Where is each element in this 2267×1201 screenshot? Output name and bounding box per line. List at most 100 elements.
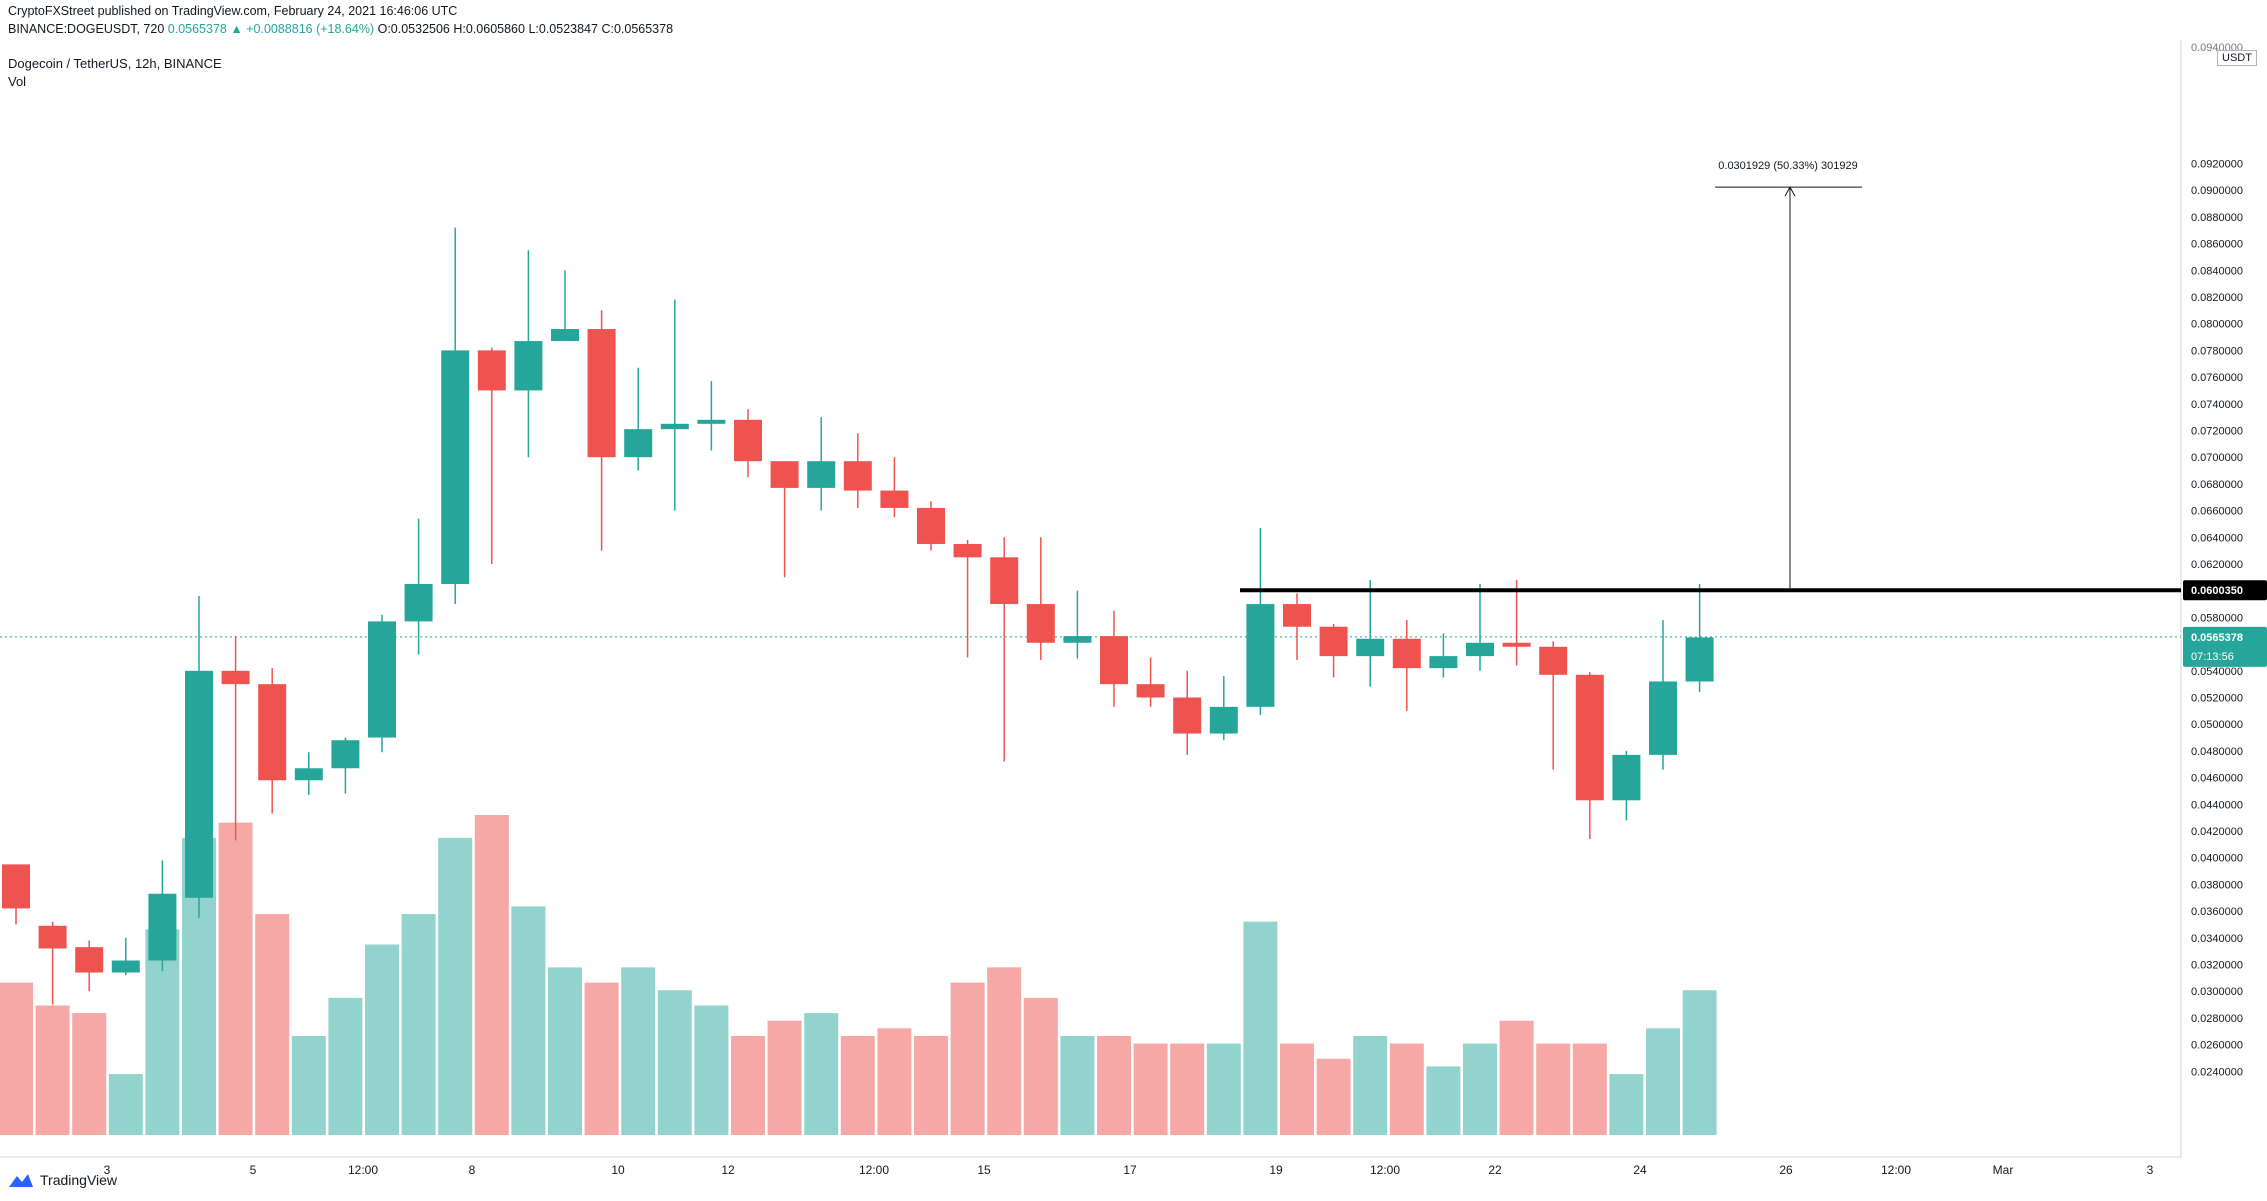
candle-body (843, 461, 872, 491)
candle-body (1685, 637, 1714, 682)
candle-body (1319, 626, 1348, 657)
price-tick-label: 0.0340000 (2191, 933, 2243, 945)
candle-body (477, 350, 506, 391)
volume-bar (1133, 1043, 1168, 1135)
close-value: C:0.0565378 (601, 22, 674, 36)
candle-body (1100, 636, 1128, 685)
price-tick-label: 0.0540000 (2191, 666, 2243, 678)
volume-bar (255, 914, 290, 1135)
volume-bar (474, 815, 509, 1135)
price-tick-label: 0.0760000 (2191, 372, 2243, 384)
price-tick-label: 0.0860000 (2191, 239, 2243, 251)
measure-label: 0.0301929 (50.33%) 301929 (1718, 160, 1857, 172)
volume-bar (72, 1013, 107, 1135)
candle-body (514, 341, 543, 391)
volume-bar (1609, 1074, 1644, 1135)
candle-body (1429, 656, 1458, 669)
candle-body (38, 925, 67, 949)
time-tick-label: 26 (1779, 1163, 1793, 1177)
time-tick-label: 12:00 (1881, 1163, 1911, 1177)
price-tick-label: 0.0820000 (2191, 292, 2243, 304)
volume-bar (1389, 1043, 1424, 1135)
price-tick-label: 0.0260000 (2191, 1040, 2243, 1052)
time-tick-label: 22 (1488, 1163, 1502, 1177)
volume-bar (1682, 990, 1717, 1135)
candle-body (1502, 642, 1531, 647)
resistance-price-label: 0.0600350 (2191, 585, 2243, 597)
candle-body (1026, 604, 1055, 643)
candle-body (148, 893, 177, 961)
price-tick-label: 0.0620000 (2191, 559, 2243, 571)
volume-bar (108, 1074, 143, 1135)
candle-body (880, 490, 909, 508)
volume-bar (914, 1035, 948, 1135)
volume-bar (0, 982, 33, 1135)
candle-body (1356, 638, 1385, 657)
price-tick-label: 0.0300000 (2191, 986, 2243, 998)
candle-body (1466, 642, 1494, 657)
volume-bar (840, 1035, 875, 1135)
price-tick-label: 0.0900000 (2191, 185, 2243, 197)
candle-body (660, 423, 689, 430)
volume-indicator-label[interactable]: Vol (8, 74, 27, 89)
volume-bar (1060, 1035, 1095, 1135)
time-tick-label: 8 (469, 1163, 476, 1177)
price-tick-label: 0.0740000 (2191, 399, 2243, 411)
price-tick-label: 0.0480000 (2191, 746, 2243, 758)
candle-body (990, 557, 1019, 605)
candle-body (917, 507, 945, 544)
price-tick-label: 0.0680000 (2191, 479, 2243, 491)
candle-body (734, 419, 762, 462)
time-tick-label: 19 (1269, 1163, 1283, 1177)
price-tick-label: 0.0360000 (2191, 906, 2243, 918)
candle-body (1612, 754, 1641, 801)
time-tick-label: 12 (721, 1163, 735, 1177)
tradingview-brand: TradingView (40, 1172, 118, 1188)
volume-bar (1572, 1043, 1607, 1135)
last-price: 0.0565378 (167, 22, 227, 36)
tradingview-logo[interactable]: TradingView (8, 1172, 117, 1188)
candle-body (1649, 681, 1677, 755)
instrument-title[interactable]: Dogecoin / TetherUS, 12h, BINANCE (8, 56, 222, 71)
volume-bar (987, 967, 1022, 1135)
candle-body (331, 740, 360, 769)
candle-body (1136, 684, 1165, 698)
candle-body (624, 429, 653, 458)
currency-badge[interactable]: USDT (2217, 50, 2257, 66)
time-tick-label: 15 (977, 1163, 991, 1177)
volume-bar (1316, 1058, 1351, 1135)
volume-bar (438, 837, 473, 1135)
price-tick-label: 0.0460000 (2191, 773, 2243, 785)
price-tick-label: 0.0520000 (2191, 692, 2243, 704)
volume-bar (548, 967, 582, 1135)
up-arrow-icon: ▲ (230, 22, 243, 36)
volume-bar (1023, 997, 1058, 1135)
price-tick-label: 0.0400000 (2191, 853, 2243, 865)
volume-bar (1097, 1035, 1131, 1135)
candle-body (1209, 706, 1238, 734)
volume-bar (1243, 921, 1278, 1135)
candle-body (294, 768, 323, 781)
candle-body (221, 670, 250, 685)
volume-bar (950, 982, 985, 1135)
volume-bar (877, 1028, 912, 1135)
candle-body (587, 329, 616, 458)
candle-body (75, 947, 104, 973)
candle-body (953, 543, 982, 558)
price-countdown-label: 07:13:56 (2191, 651, 2234, 663)
tradingview-logo-icon (9, 1174, 33, 1187)
time-tick-label: Mar (1993, 1163, 2014, 1177)
volume-bar (1536, 1043, 1571, 1135)
symbol: BINANCE:DOGEUSDT, 720 (8, 22, 165, 36)
price-tick-label: 0.0440000 (2191, 799, 2243, 811)
candle-body (441, 350, 470, 585)
candle-body (1575, 674, 1604, 801)
time-tick-label: 10 (611, 1163, 625, 1177)
volume-bar (584, 982, 619, 1135)
volume-bar (1646, 1028, 1680, 1135)
candle-body (697, 419, 726, 424)
time-tick-label: 17 (1123, 1163, 1137, 1177)
candle-body (368, 621, 396, 738)
price-tick-label: 0.0380000 (2191, 879, 2243, 891)
